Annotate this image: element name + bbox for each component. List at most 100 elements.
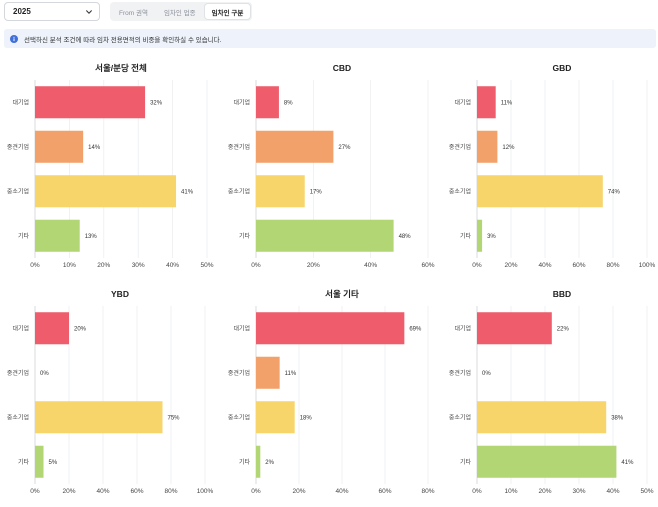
- x-tick-label: 80%: [164, 488, 177, 495]
- category-label: 중견기업: [228, 369, 250, 377]
- bar-mid-corp[interactable]: [256, 130, 334, 163]
- data-label: 11%: [501, 100, 513, 106]
- x-tick-label: 0%: [30, 488, 40, 495]
- x-tick-label: 60%: [378, 488, 391, 495]
- bar-large-corp[interactable]: [256, 312, 405, 345]
- tab-tenant-type[interactable]: 임차인 구분: [204, 4, 251, 19]
- data-label: 14%: [88, 145, 101, 151]
- x-tick-label: 20%: [62, 488, 75, 495]
- info-banner: 선택하신 분석 조건에 따라 임차 전용면적의 비중을 확인하실 수 있습니다.: [4, 29, 656, 48]
- data-label: 2%: [265, 460, 274, 466]
- data-label: 75%: [168, 415, 181, 421]
- bar-mid-corp[interactable]: [256, 356, 280, 389]
- x-tick-label: 100%: [639, 262, 656, 269]
- bar-other[interactable]: [35, 445, 44, 478]
- x-tick-label: 20%: [292, 488, 305, 495]
- bar-other[interactable]: [256, 219, 394, 252]
- bar-other[interactable]: [256, 445, 261, 478]
- data-label: 12%: [502, 145, 515, 151]
- x-tick-label: 40%: [364, 262, 377, 269]
- data-label: 17%: [310, 189, 323, 195]
- x-tick-label: 60%: [572, 262, 585, 269]
- x-tick-label: 20%: [307, 262, 320, 269]
- info-icon: [10, 34, 18, 43]
- category-label: 대기업: [454, 324, 471, 332]
- category-label: 중소기업: [449, 413, 471, 421]
- category-label: 대기업: [12, 98, 29, 106]
- x-tick-label: 50%: [640, 488, 653, 495]
- data-label: 38%: [611, 415, 624, 421]
- data-label: 20%: [74, 326, 87, 332]
- x-tick-label: 0%: [472, 488, 482, 495]
- x-tick-label: 40%: [96, 488, 109, 495]
- category-label: 중소기업: [228, 413, 250, 421]
- x-tick-label: 40%: [166, 262, 179, 269]
- data-label: 41%: [181, 189, 194, 195]
- category-label: 중견기업: [449, 143, 471, 151]
- category-label: 중소기업: [7, 413, 29, 421]
- category-label: 중소기업: [228, 187, 250, 195]
- x-tick-label: 10%: [63, 262, 76, 269]
- x-tick-label: 80%: [421, 488, 434, 495]
- category-label: 기타: [18, 458, 30, 466]
- chart-title: 서울 기타: [325, 289, 359, 299]
- category-label: 중견기업: [228, 143, 250, 151]
- data-label: 41%: [621, 460, 634, 466]
- x-tick-label: 10%: [504, 488, 517, 495]
- x-tick-label: 40%: [538, 262, 551, 269]
- data-label: 18%: [300, 415, 313, 421]
- data-label: 48%: [399, 234, 412, 240]
- data-label: 0%: [482, 371, 491, 377]
- bar-large-corp[interactable]: [35, 86, 146, 119]
- category-label: 대기업: [454, 98, 471, 106]
- bar-other[interactable]: [477, 445, 617, 478]
- data-label: 5%: [49, 460, 58, 466]
- bar-mid-corp[interactable]: [477, 130, 498, 163]
- chart-title: CBD: [333, 63, 351, 73]
- chart-title: 서울/분당 전체: [95, 63, 147, 73]
- x-tick-label: 30%: [132, 262, 145, 269]
- category-label: 중견기업: [7, 369, 29, 377]
- bar-large-corp[interactable]: [477, 86, 496, 119]
- chart-title: YBD: [111, 289, 129, 299]
- x-tick-label: 0%: [251, 488, 261, 495]
- x-tick-label: 30%: [572, 488, 585, 495]
- x-tick-label: 100%: [197, 488, 214, 495]
- tab-from-region[interactable]: From 권역: [119, 9, 148, 17]
- bar-other[interactable]: [35, 219, 80, 252]
- bar-large-corp[interactable]: [477, 312, 552, 345]
- bar-other[interactable]: [477, 219, 483, 252]
- bar-small-corp[interactable]: [477, 401, 607, 434]
- x-tick-label: 20%: [538, 488, 551, 495]
- category-label: 중소기업: [449, 187, 471, 195]
- bar-small-corp[interactable]: [35, 401, 163, 434]
- bar-small-corp[interactable]: [477, 175, 603, 208]
- chart-gbd: GBD 0% 20% 40% 60% 80% 100% 대기업 11% 중견기업 12% 중소기업 74…: [440, 60, 658, 275]
- data-label: 13%: [85, 234, 98, 240]
- data-label: 69%: [409, 326, 422, 332]
- data-label: 0%: [40, 371, 49, 377]
- x-tick-label: 80%: [606, 262, 619, 269]
- year-select[interactable]: 2025: [4, 2, 100, 21]
- bar-small-corp[interactable]: [35, 175, 177, 208]
- data-label: 32%: [150, 100, 163, 106]
- x-tick-label: 50%: [200, 262, 213, 269]
- chart-title: GBD: [553, 63, 572, 73]
- chart-cbd: CBD 0% 20% 40% 60% 대기업 8% 중견기업 27% 중소기업 17% 기타 48%: [220, 60, 440, 275]
- category-label: 중견기업: [449, 369, 471, 377]
- x-tick-label: 0%: [472, 262, 482, 269]
- bar-small-corp[interactable]: [256, 401, 295, 434]
- category-label: 중견기업: [7, 143, 29, 151]
- bar-large-corp[interactable]: [256, 86, 279, 119]
- tab-tenant-industry[interactable]: 임차인 업종: [163, 9, 196, 17]
- bar-mid-corp[interactable]: [35, 130, 84, 163]
- x-tick-label: 40%: [335, 488, 348, 495]
- x-tick-label: 20%: [504, 262, 517, 269]
- bar-small-corp[interactable]: [256, 175, 305, 208]
- bar-large-corp[interactable]: [35, 312, 69, 345]
- chart-seoul-bundang-total: 서울/분당 전체 0% 10% 20% 30% 40% 50% 대기업 32% 중견기업 14% 중소…: [0, 60, 220, 275]
- chart-seoul-other: 서울 기타 0% 20% 40% 60% 80% 대기업 69% 중견기업 11% 중소기업 18% 기…: [220, 286, 440, 501]
- data-label: 22%: [557, 326, 570, 332]
- category-label: 기타: [18, 232, 30, 240]
- data-label: 27%: [338, 145, 351, 151]
